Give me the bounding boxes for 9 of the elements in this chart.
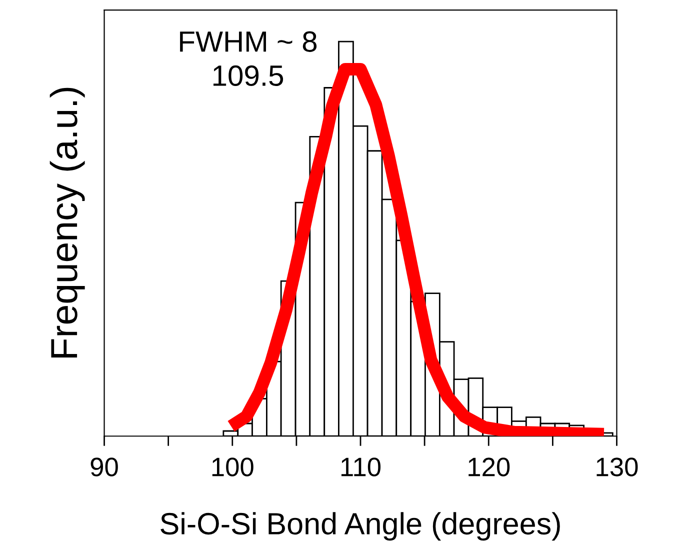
annotation: 109.5	[213, 65, 284, 86]
x-tick-label: 90	[90, 458, 118, 476]
x-tick-label: 110	[341, 458, 381, 476]
x-tick-label: 120	[468, 458, 510, 476]
y-axis-title: Frequency (a.u.)	[50, 88, 85, 358]
x-tick-label: 130	[596, 458, 638, 476]
annotation: FWHM ~ 8	[180, 31, 317, 52]
x-axis-title: Si-O-Si Bond Angle (degrees)	[160, 512, 560, 541]
x-tick-label: 100	[212, 458, 254, 476]
